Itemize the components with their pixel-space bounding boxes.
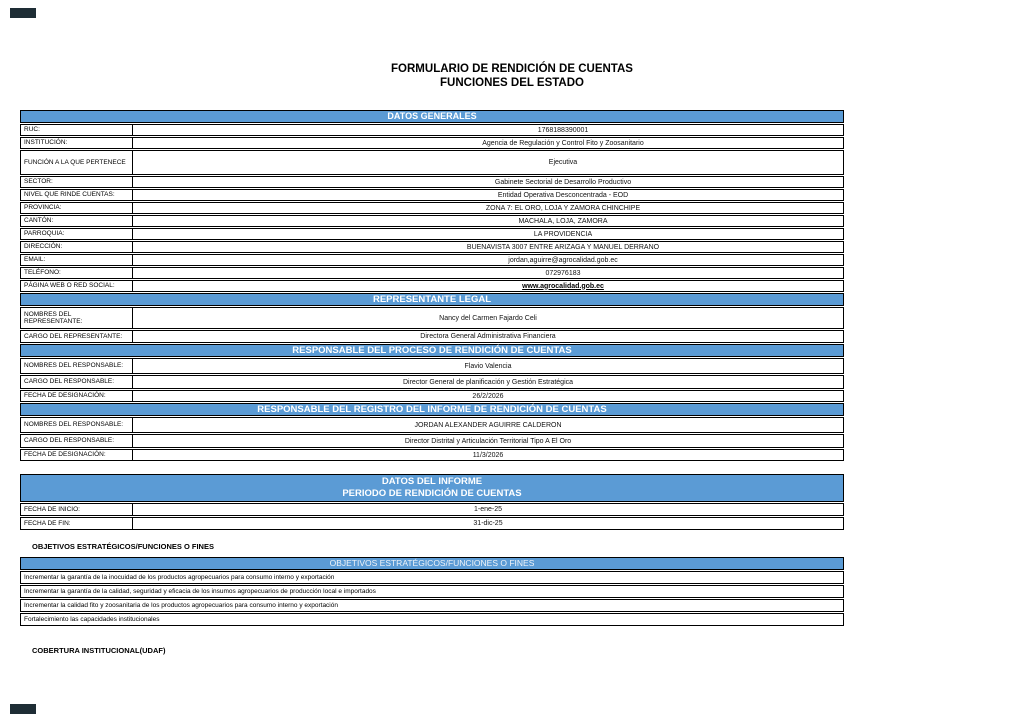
field-value: 1768188390001: [132, 124, 844, 136]
datos-informe-table: DATOS DEL INFORME PERIODO DE RENDICIÓN D…: [20, 474, 844, 531]
datos-generales-table: DATOS GENERALES RUC: 1768188390001 INSTI…: [20, 110, 844, 462]
row-direccion: DIRECCIÓN: BUENAVISTA 3007 ENTRE ARIZAGA…: [20, 241, 844, 253]
field-value: www.agrocalidad.gob.ec: [132, 280, 844, 292]
field-label: FECHA DE FIN:: [20, 517, 133, 530]
field-value: Flavio Valencia: [132, 358, 844, 374]
row-institucion: INSTITUCIÓN: Agencia de Regulación y Con…: [20, 137, 844, 149]
row-nombres-representante: NOMBRES DEL REPRESENTANTE: Nancy del Car…: [20, 307, 844, 329]
row-pagina-web: PÁGINA WEB O RED SOCIAL: www.agrocalidad…: [20, 280, 844, 292]
field-value: BUENAVISTA 3007 ENTRE ARIZAGA Y MANUEL D…: [132, 241, 844, 253]
field-value: Ejecutiva: [132, 150, 844, 175]
section-header-objetivos: OBJETIVOS ESTRATÉGICOS/FUNCIONES O FINES: [20, 557, 844, 570]
field-value: Gabinete Sectorial de Desarrollo Product…: [132, 176, 844, 188]
field-value: ZONA 7: EL ORO, LOJA Y ZAMORA CHINCHIPE: [132, 202, 844, 214]
field-value: LA PROVIDENCIA: [132, 228, 844, 240]
section-header-datos-generales: DATOS GENERALES: [20, 110, 844, 123]
row-nombres-responsable-proceso: NOMBRES DEL RESPONSABLE: Flavio Valencia: [20, 358, 844, 374]
section-header-responsable-proceso: RESPONSABLE DEL PROCESO DE RENDICIÓN DE …: [20, 344, 844, 357]
row-fecha-inicio: FECHA DE INICIO: 1-ene-25: [20, 503, 844, 516]
field-label: PÁGINA WEB O RED SOCIAL:: [20, 280, 133, 292]
objetivo-item: Incrementar la garantía de la calidad, s…: [20, 585, 844, 598]
field-value: JORDAN ALEXANDER AGUIRRE CALDERON: [132, 417, 844, 433]
field-label: EMAIL:: [20, 254, 133, 266]
row-parroquia: PARROQUIA: LA PROVIDENCIA: [20, 228, 844, 240]
field-label: CARGO DEL RESPONSABLE:: [20, 375, 133, 389]
field-label: PARROQUIA:: [20, 228, 133, 240]
page-title: FORMULARIO DE RENDICIÓN DE CUENTAS FUNCI…: [0, 62, 1024, 90]
field-value: Agencia de Regulación y Control Fito y Z…: [132, 137, 844, 149]
field-value: 11/3/2026: [132, 449, 844, 461]
field-value: MACHALA, LOJA, ZAMORA: [132, 215, 844, 227]
field-label: TELÉFONO:: [20, 267, 133, 279]
datos-informe-header-line1: DATOS DEL INFORME: [381, 476, 483, 487]
row-cargo-responsable-registro: CARGO DEL RESPONSABLE: Director Distrita…: [20, 434, 844, 448]
field-label: FUNCIÓN A LA QUE PERTENECE: [20, 150, 133, 175]
row-ruc: RUC: 1768188390001: [20, 124, 844, 136]
field-value: Entidad Operativa Desconcentrada - EOD: [132, 189, 844, 201]
row-cargo-responsable-proceso: CARGO DEL RESPONSABLE: Director General …: [20, 375, 844, 389]
field-value: Directora General Administrativa Financi…: [132, 330, 844, 343]
objetivo-item: Incrementar la calidad fito y zoosanitar…: [20, 599, 844, 612]
field-value: Director General de planificación y Gest…: [132, 375, 844, 389]
objetivo-item: Fortalecimiento las capacidades instituc…: [20, 613, 844, 626]
field-label: FECHA DE DESIGNACIÓN:: [20, 449, 133, 461]
section-header-representante-legal: REPRESENTANTE LEGAL: [20, 293, 844, 306]
row-provincia: PROVINCIA: ZONA 7: EL ORO, LOJA Y ZAMORA…: [20, 202, 844, 214]
field-value: jordan,aguirre@agrocalidad.gob.ec: [132, 254, 844, 266]
row-fecha-designacion-proceso: FECHA DE DESIGNACIÓN: 26/2/2026: [20, 390, 844, 402]
page-title-line1: FORMULARIO DE RENDICIÓN DE CUENTAS: [391, 63, 633, 75]
field-label: INSTITUCIÓN:: [20, 137, 133, 149]
section-header-datos-informe: DATOS DEL INFORME PERIODO DE RENDICIÓN D…: [20, 474, 844, 502]
field-label: PROVINCIA:: [20, 202, 133, 214]
objetivos-table: OBJETIVOS ESTRATÉGICOS/FUNCIONES O FINES…: [20, 557, 844, 627]
row-cargo-representante: CARGO DEL REPRESENTANTE: Directora Gener…: [20, 330, 844, 343]
row-nivel: NIVEL QUE RINDE CUENTAS: Entidad Operati…: [20, 189, 844, 201]
field-value: 1-ene-25: [132, 503, 844, 516]
row-fecha-designacion-registro: FECHA DE DESIGNACIÓN: 11/3/2026: [20, 449, 844, 461]
row-nombres-responsable-registro: NOMBRES DEL RESPONSABLE: JORDAN ALEXANDE…: [20, 417, 844, 433]
objetivo-item: Incrementar la garantía de la inocuidad …: [20, 571, 844, 584]
field-label: FECHA DE INICIO:: [20, 503, 133, 516]
field-value: 072976183: [132, 267, 844, 279]
field-label: NOMBRES DEL RESPONSABLE:: [20, 417, 133, 433]
field-label: NOMBRES DEL REPRESENTANTE:: [20, 307, 133, 329]
field-label: RUC:: [20, 124, 133, 136]
field-label: CANTÓN:: [20, 215, 133, 227]
section-header-responsable-registro: RESPONSABLE DEL REGISTRO DEL INFORME DE …: [20, 403, 844, 416]
field-label: CARGO DEL RESPONSABLE:: [20, 434, 133, 448]
corner-mark: [10, 704, 36, 714]
row-email: EMAIL: jordan,aguirre@agrocalidad.gob.ec: [20, 254, 844, 266]
row-telefono: TELÉFONO: 072976183: [20, 267, 844, 279]
field-label: CARGO DEL REPRESENTANTE:: [20, 330, 133, 343]
field-label: DIRECCIÓN:: [20, 241, 133, 253]
field-value: Nancy del Carmen Fajardo Celi: [132, 307, 844, 329]
page-title-line2: FUNCIONES DEL ESTADO: [440, 77, 584, 89]
field-label: SECTOR:: [20, 176, 133, 188]
datos-informe-header-line2: PERIODO DE RENDICIÓN DE CUENTAS: [342, 488, 522, 499]
row-sector: SECTOR: Gabinete Sectorial de Desarrollo…: [20, 176, 844, 188]
field-value: 31-dic-25: [132, 517, 844, 530]
row-funcion: FUNCIÓN A LA QUE PERTENECE Ejecutiva: [20, 150, 844, 175]
website-link[interactable]: www.agrocalidad.gob.ec: [522, 282, 604, 290]
field-label: NIVEL QUE RINDE CUENTAS:: [20, 189, 133, 201]
field-value: 26/2/2026: [132, 390, 844, 402]
field-value: Director Distrital y Articulación Territ…: [132, 434, 844, 448]
row-canton: CANTÓN: MACHALA, LOJA, ZAMORA: [20, 215, 844, 227]
row-fecha-fin: FECHA DE FIN: 31-dic-25: [20, 517, 844, 530]
field-label: FECHA DE DESIGNACIÓN:: [20, 390, 133, 402]
field-label: NOMBRES DEL RESPONSABLE:: [20, 358, 133, 374]
objetivos-section-label: OBJETIVOS ESTRATÉGICOS/FUNCIONES O FINES: [32, 542, 214, 551]
corner-mark: [10, 8, 36, 18]
cobertura-section-label: COBERTURA INSTITUCIONAL(UDAF): [32, 646, 166, 655]
